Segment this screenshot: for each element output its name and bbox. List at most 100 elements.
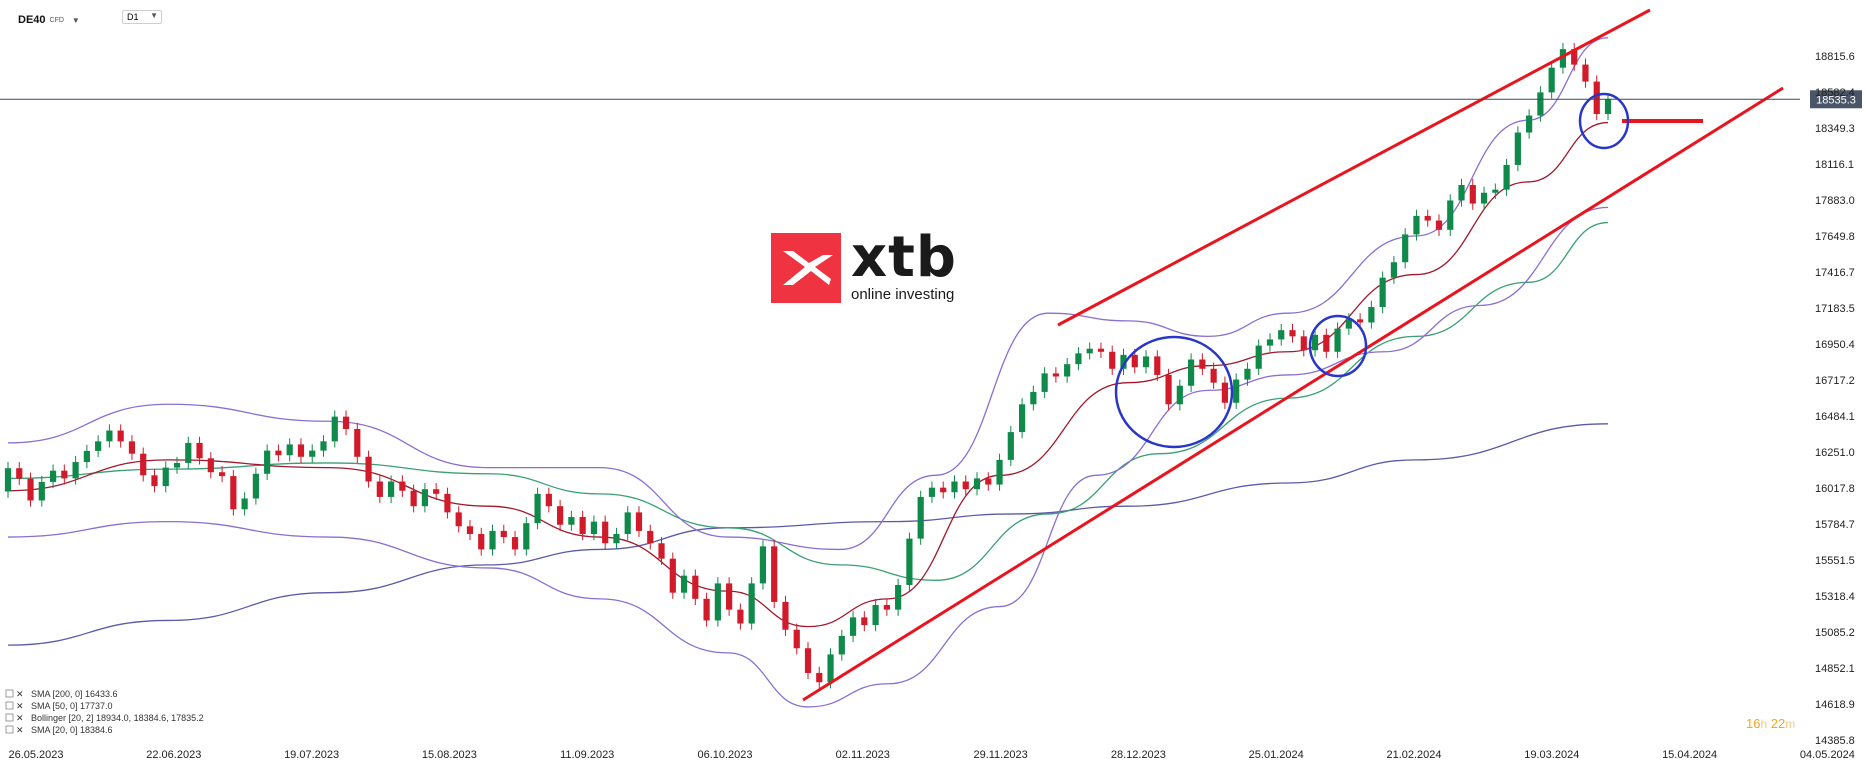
candle: [1300, 330, 1307, 357]
candle-body: [613, 533, 620, 544]
y-tick-label: 18349.3: [1815, 123, 1855, 135]
candle: [421, 483, 428, 513]
x-tick-label: 26.05.2023: [8, 749, 63, 761]
logo-tagline: online investing: [851, 286, 955, 303]
candle: [320, 435, 327, 457]
settings-icon[interactable]: [5, 701, 14, 710]
candle: [1109, 345, 1116, 375]
candle-body: [489, 530, 496, 550]
candle: [1075, 347, 1082, 371]
candle-countdown: 16h 22m: [1746, 716, 1795, 731]
chevron-down-icon[interactable]: ▼: [71, 15, 80, 25]
x-tick-label: 28.12.2023: [1111, 749, 1166, 761]
support-circle-1[interactable]: [1114, 335, 1234, 449]
candle-body: [1244, 368, 1251, 380]
candle-body: [1030, 391, 1037, 405]
candle-body: [861, 617, 868, 626]
candle: [117, 424, 124, 448]
candle: [1503, 158, 1510, 196]
symbol-selector[interactable]: DE40 CFD ▼: [18, 10, 80, 30]
legend-label: Bollinger [20, 2] 18934.0, 18384.6, 1783…: [31, 713, 204, 723]
candle-body: [1379, 277, 1386, 308]
candle: [140, 447, 147, 482]
candle-body: [658, 543, 665, 559]
current-price-value: 18535.3: [1816, 94, 1856, 106]
candle: [895, 578, 902, 616]
candle-body: [354, 428, 361, 457]
candle-body: [83, 450, 90, 463]
candle-body: [72, 462, 79, 479]
timeframe-select[interactable]: D1 ▼: [122, 10, 162, 24]
candle: [1582, 58, 1589, 88]
indicator-lines: [7, 37, 1609, 708]
candle: [906, 532, 913, 592]
candle-body: [128, 441, 136, 454]
candle-body: [1266, 339, 1274, 346]
candle: [1424, 209, 1431, 227]
candle-body: [1233, 379, 1240, 403]
legend-item[interactable]: ✕ SMA [20, 0] 18384.6: [5, 725, 113, 735]
lower-channel-trendline[interactable]: [802, 86, 1784, 702]
candle-body: [1582, 64, 1589, 82]
candle: [1345, 313, 1352, 335]
xtb-x-icon: [783, 250, 833, 285]
drawings[interactable]: [802, 8, 1784, 702]
candle-body: [669, 558, 676, 593]
candle: [568, 510, 575, 531]
support-circle-3[interactable]: [1578, 92, 1630, 150]
x-tick-label: 15.04.2024: [1662, 749, 1717, 761]
candle: [771, 540, 778, 609]
countdown-hours: 16: [1746, 716, 1761, 731]
settings-icon[interactable]: [5, 713, 14, 722]
legend-item[interactable]: ✕ Bollinger [20, 2] 18934.0, 18384.6, 178…: [5, 713, 204, 723]
close-icon[interactable]: ✕: [16, 713, 24, 723]
legend-item[interactable]: ✕ SMA [200, 0] 16433.6: [5, 689, 118, 699]
x-axis[interactable]: 26.05.2023 22.06.2023 19.07.2023 15.08.2023…: [8, 749, 1854, 761]
y-tick-label: 16717.2: [1815, 375, 1855, 387]
candle-body: [680, 575, 688, 593]
upper-channel-trendline[interactable]: [1057, 8, 1651, 327]
candle: [478, 527, 485, 556]
candle: [1604, 93, 1612, 121]
legend-item[interactable]: ✕ SMA [50, 0] 17737.0: [5, 701, 113, 711]
support-circle-2[interactable]: [1308, 314, 1368, 378]
candle: [951, 475, 958, 499]
candle: [940, 481, 947, 499]
x-tick-label: 06.10.2023: [697, 749, 752, 761]
y-tick-label: 18116.1: [1815, 159, 1854, 171]
close-icon[interactable]: ✕: [16, 725, 24, 735]
candle: [1480, 186, 1488, 210]
current-price-line: 18535.3: [0, 90, 1862, 109]
candle-body: [1469, 185, 1476, 204]
candle: [410, 484, 417, 513]
y-axis[interactable]: 18815.6 18582.4 18349.3 18116.1 17883.0 17649…: [1815, 51, 1855, 747]
close-icon[interactable]: ✕: [16, 701, 24, 711]
candle-body: [1413, 215, 1420, 235]
chevron-down-icon[interactable]: ▼: [150, 11, 158, 20]
candle: [703, 592, 710, 627]
indicator-legend[interactable]: ✕ SMA [200, 0] 16433.6 ✕ SMA [50, 0] 17737.…: [5, 689, 204, 735]
candle-body: [1131, 354, 1138, 368]
close-icon[interactable]: ✕: [16, 689, 24, 699]
settings-icon[interactable]: [5, 725, 14, 734]
candle-body: [173, 462, 181, 468]
candle: [1492, 183, 1499, 199]
y-tick-label: 15784.7: [1815, 519, 1855, 531]
candle: [759, 540, 767, 590]
candle-body: [196, 442, 203, 459]
xtb-logo: xtb online investing: [771, 230, 957, 303]
y-tick-label: 15551.5: [1815, 555, 1855, 567]
candle-body: [1424, 215, 1431, 221]
candle: [658, 537, 665, 565]
candle-body: [264, 450, 271, 474]
candle-body: [1097, 348, 1105, 352]
candle-body: [1018, 404, 1026, 433]
candle-body: [331, 416, 338, 442]
candle: [692, 569, 699, 606]
settings-icon[interactable]: [5, 689, 14, 698]
candle: [557, 500, 564, 531]
candle-body: [838, 635, 845, 655]
candle-body: [455, 512, 462, 527]
candle-body: [106, 430, 113, 442]
